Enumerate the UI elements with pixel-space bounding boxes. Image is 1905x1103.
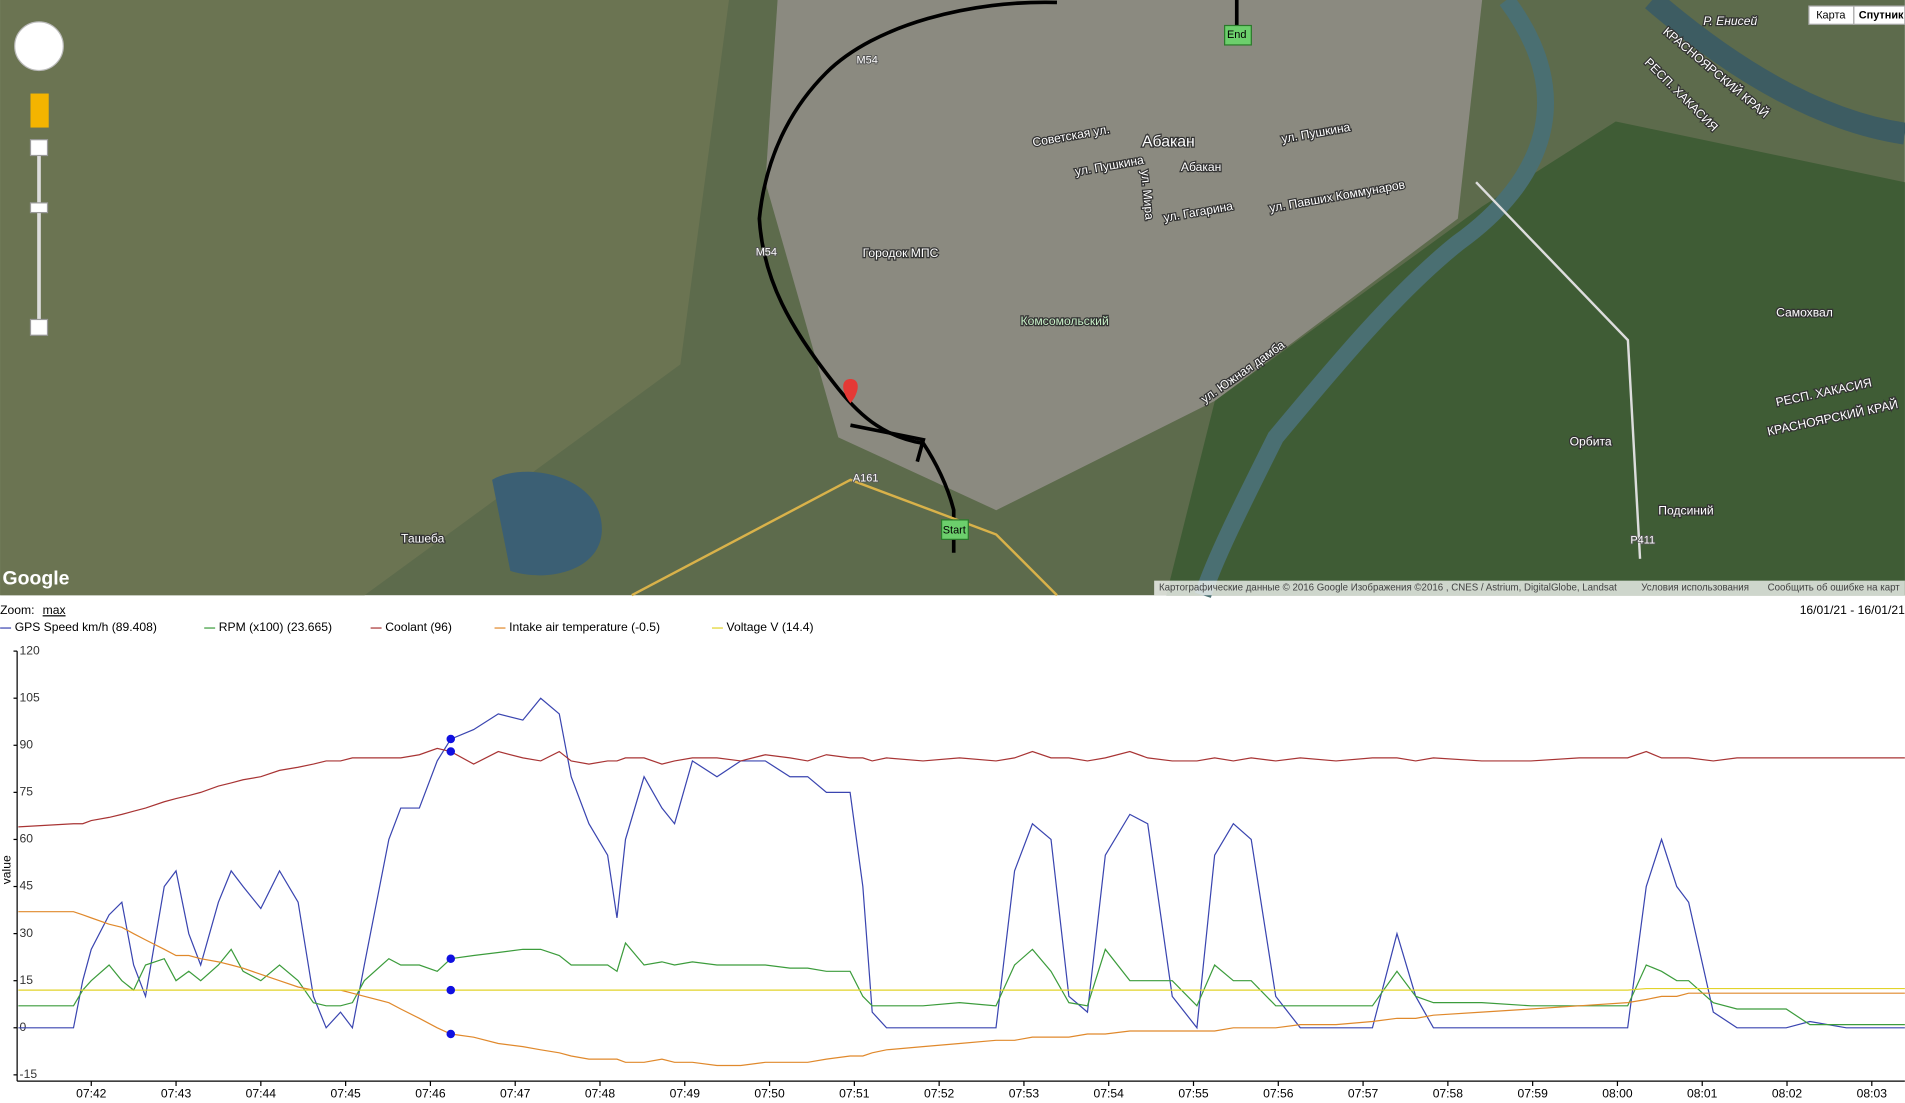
- series-line: [18, 747, 1905, 828]
- route: [850, 423, 926, 463]
- y-tick-label: 75: [20, 785, 34, 799]
- series-line: [18, 697, 1905, 1030]
- x-tick-label: 07:46: [415, 1087, 446, 1101]
- x-tick-label: 07:53: [1009, 1087, 1040, 1101]
- fields: [0, 0, 729, 596]
- lake: [492, 471, 602, 576]
- report-link[interactable]: Сообщить об ошибке на карт: [1768, 583, 1901, 594]
- y-tick-label: 15: [20, 973, 34, 987]
- y-tick-label: 105: [20, 690, 40, 704]
- map-label: Самохвал: [1776, 306, 1833, 320]
- y-tick-label: 120: [20, 643, 40, 657]
- map-label: Абакан: [1142, 133, 1195, 150]
- pegman[interactable]: [30, 93, 49, 128]
- city-area: [765, 0, 1483, 511]
- series-line: [18, 911, 1905, 1067]
- location-pin: [843, 379, 858, 404]
- x-tick-label: 08:00: [1602, 1087, 1633, 1101]
- zoom-link[interactable]: max: [43, 603, 66, 617]
- x-tick-label: 07:45: [330, 1087, 361, 1101]
- cursor-dot: [446, 734, 456, 744]
- footer-bar: [1154, 580, 1905, 596]
- legend-label: GPS Speed km/h (89.408): [15, 620, 157, 634]
- x-tick-label: 07:50: [754, 1087, 785, 1101]
- x-tick-label: 08:01: [1687, 1087, 1718, 1101]
- highway: [631, 478, 1058, 597]
- series-line: [18, 941, 1905, 1026]
- y-tick-label: -15: [20, 1067, 38, 1081]
- x-tick-label: 07:58: [1433, 1087, 1464, 1101]
- map-label: ул. Мира: [1138, 169, 1156, 220]
- x-tick-label: 07:48: [585, 1087, 616, 1101]
- y-tick-label: 45: [20, 879, 34, 893]
- cursor-dot: [446, 1029, 456, 1039]
- x-tick-label: 07:55: [1178, 1087, 1209, 1101]
- river: [1194, 0, 1554, 598]
- map-button-label: Карта: [1816, 10, 1846, 22]
- end-marker[interactable]: [1223, 24, 1252, 46]
- y-tick-label: 90: [20, 737, 34, 751]
- map-label: Городок МПС: [863, 246, 939, 260]
- map-label: Подсиний: [1658, 504, 1713, 518]
- terms-link[interactable]: Условия использования: [1641, 583, 1749, 594]
- pan-control[interactable]: [14, 21, 64, 72]
- x-tick-label: 07:56: [1263, 1087, 1294, 1101]
- x-tick-label: 07:42: [76, 1087, 107, 1101]
- x-tick-label: 07:54: [1094, 1087, 1125, 1101]
- zoom-out[interactable]: [29, 318, 49, 336]
- y-axis-label: value: [0, 855, 14, 884]
- map-label: Орбита: [1570, 434, 1612, 448]
- map-logo: Google: [3, 568, 70, 590]
- map[interactable]: Абакан Советская ул. ул. Пушкина ул. Пуш…: [0, 0, 1905, 598]
- x-tick-label: 08:03: [1857, 1087, 1888, 1101]
- map-label: Ташеба: [401, 532, 445, 546]
- x-tick-label: 08:02: [1772, 1087, 1803, 1101]
- y-tick-label: 60: [20, 832, 34, 846]
- cursor-dot: [446, 747, 456, 756]
- road-label: A161: [853, 473, 879, 485]
- marker-label: Start: [943, 525, 966, 537]
- legend-label: Coolant (96): [385, 620, 452, 634]
- x-tick-label: 07:57: [1348, 1087, 1379, 1101]
- road-label: M54: [857, 55, 878, 67]
- road-label: P411: [1630, 534, 1655, 546]
- river: [1645, 0, 1905, 145]
- x-tick-label: 07:59: [1517, 1087, 1548, 1101]
- marker-label: End: [1227, 29, 1246, 41]
- legend-label: Intake air temperature (-0.5): [509, 620, 660, 634]
- legend-label: Voltage V (14.4): [727, 620, 814, 634]
- legend-label: RPM (x100) (23.665): [219, 620, 332, 634]
- cursor-dot: [446, 985, 456, 995]
- x-tick-label: 07:51: [839, 1087, 870, 1101]
- date-range: 16/01/21 - 16/01/21: [1800, 603, 1905, 617]
- road: [1475, 181, 1642, 559]
- x-tick-label: 07:44: [246, 1087, 277, 1101]
- x-tick-label: 07:49: [670, 1087, 701, 1101]
- x-tick-label: 07:43: [161, 1087, 192, 1101]
- map-label: Абакан: [1181, 160, 1222, 174]
- x-tick-label: 07:47: [500, 1087, 531, 1101]
- zoom-label: Zoom:: [0, 603, 34, 617]
- x-tick-label: 07:52: [924, 1087, 955, 1101]
- zoom-in[interactable]: [29, 139, 49, 157]
- cursor-dot: [446, 954, 456, 963]
- satellite-button-label: Спутник: [1859, 10, 1904, 22]
- map-label: Р. Енисей: [1703, 14, 1757, 28]
- road-label: M54: [756, 247, 777, 259]
- forest: [1166, 121, 1905, 596]
- copyright: Картографические данные © 2016 Google Из…: [1159, 583, 1617, 594]
- y-tick-label: 30: [20, 926, 34, 940]
- map-label: Комсомольский: [1021, 314, 1109, 328]
- start-marker[interactable]: [940, 519, 969, 540]
- zoom-handle[interactable]: [29, 202, 49, 214]
- series-line: [18, 987, 1905, 991]
- y-tick-label: 0: [20, 1020, 27, 1034]
